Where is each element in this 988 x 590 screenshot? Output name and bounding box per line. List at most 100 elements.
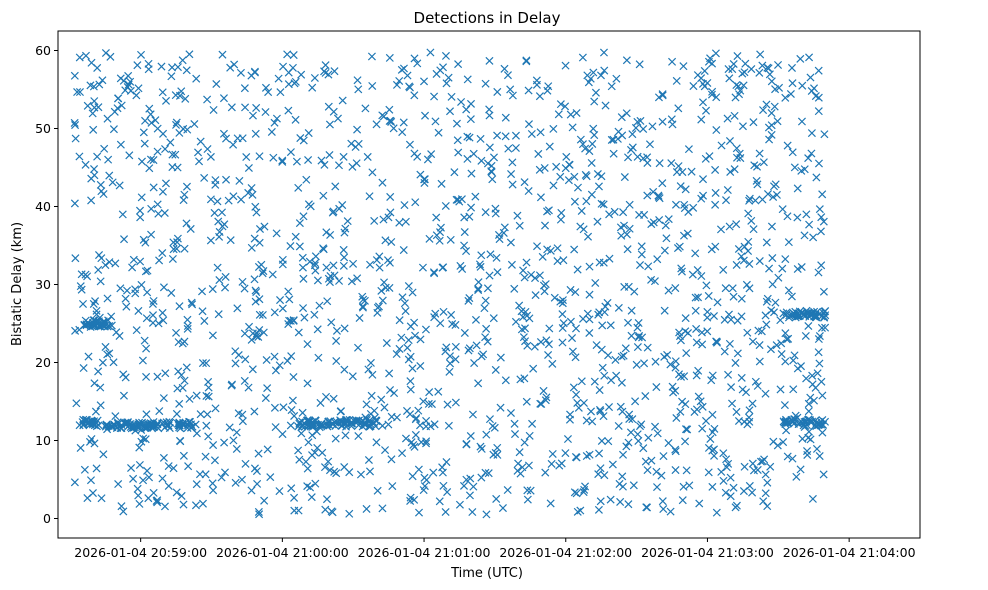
detection-marker <box>322 263 331 272</box>
detection-marker <box>320 463 330 472</box>
detection-marker <box>637 242 646 251</box>
detection-marker <box>295 242 304 251</box>
detection-marker <box>793 364 802 373</box>
detection-marker <box>86 476 95 485</box>
detection-marker <box>141 435 150 444</box>
detection-marker <box>588 139 597 148</box>
detection-marker <box>251 286 260 295</box>
detection-marker <box>441 507 450 517</box>
detection-marker <box>452 119 461 128</box>
detection-marker <box>91 297 100 306</box>
detection-marker <box>177 371 186 380</box>
detection-marker <box>105 171 114 180</box>
detection-marker <box>783 141 792 150</box>
detection-marker <box>185 394 194 403</box>
detection-marker <box>691 306 700 315</box>
detection-marker <box>378 504 387 513</box>
detection-marker <box>401 434 410 443</box>
detection-marker <box>598 321 607 330</box>
detection-marker <box>789 356 798 365</box>
detection-marker <box>782 426 791 435</box>
detection-marker <box>693 266 702 275</box>
detection-marker <box>724 310 733 319</box>
detection-marker <box>747 65 756 74</box>
detection-marker <box>360 420 369 429</box>
detection-marker <box>358 302 367 311</box>
detection-marker <box>179 500 188 509</box>
detection-marker <box>258 269 267 278</box>
detection-marker <box>327 507 336 516</box>
detection-marker <box>678 496 687 505</box>
detection-marker <box>731 358 740 367</box>
detection-marker <box>655 216 664 225</box>
detection-marker <box>339 152 348 161</box>
detection-marker <box>360 418 369 427</box>
detection-marker <box>314 353 323 362</box>
detection-marker <box>284 106 293 115</box>
detection-marker <box>556 100 565 109</box>
detection-marker <box>279 403 288 412</box>
detection-marker <box>652 467 661 476</box>
detection-marker <box>321 61 330 70</box>
detection-marker <box>558 310 567 319</box>
detection-marker <box>260 496 269 505</box>
detection-marker <box>515 301 524 310</box>
detection-marker <box>454 60 463 69</box>
detection-marker <box>349 259 358 268</box>
detection-marker <box>294 328 303 337</box>
detection-marker <box>146 155 155 164</box>
detection-marker <box>284 287 293 296</box>
detection-marker <box>626 145 636 154</box>
detection-marker <box>276 296 285 305</box>
detection-marker <box>321 505 330 514</box>
detection-marker <box>430 269 439 278</box>
detection-marker <box>411 415 420 424</box>
detection-marker <box>535 271 544 280</box>
detection-marker <box>772 190 781 199</box>
detection-marker <box>648 122 657 131</box>
detection-marker <box>299 274 308 283</box>
detection-marker <box>668 57 677 66</box>
detection-marker <box>653 429 662 438</box>
detection-marker <box>436 319 445 328</box>
detection-marker <box>787 63 796 72</box>
detection-marker <box>635 210 644 219</box>
detection-marker <box>559 256 568 265</box>
detection-marker <box>753 381 762 390</box>
detection-marker <box>356 470 365 479</box>
detection-marker <box>100 144 109 153</box>
detection-marker <box>144 494 153 503</box>
detection-marker <box>633 323 642 332</box>
detection-marker <box>679 482 688 491</box>
detection-marker <box>289 316 298 325</box>
detection-marker <box>172 118 181 127</box>
detection-marker <box>287 352 296 361</box>
detection-marker <box>530 342 539 351</box>
detection-marker <box>388 482 397 491</box>
detection-marker <box>435 236 444 245</box>
detection-marker <box>732 81 741 90</box>
detection-marker <box>644 262 653 271</box>
detection-marker <box>762 238 771 247</box>
detection-marker <box>664 286 673 295</box>
detection-marker <box>518 463 527 472</box>
detection-marker <box>182 66 191 75</box>
detection-marker <box>773 117 782 126</box>
detection-marker <box>370 216 379 225</box>
detection-marker <box>523 486 532 495</box>
detection-marker <box>674 162 683 171</box>
detection-marker <box>306 483 315 492</box>
detection-marker <box>73 88 82 97</box>
detection-marker <box>812 173 821 182</box>
detection-marker <box>549 124 558 133</box>
detection-marker <box>347 277 356 286</box>
detection-marker <box>661 221 670 230</box>
detection-marker <box>399 118 408 127</box>
detection-marker <box>798 81 807 90</box>
detection-marker <box>119 370 128 379</box>
detection-marker <box>712 126 721 135</box>
detection-marker <box>783 212 792 221</box>
detection-marker <box>704 57 713 66</box>
detection-marker <box>331 182 340 191</box>
detection-marker <box>641 392 650 401</box>
